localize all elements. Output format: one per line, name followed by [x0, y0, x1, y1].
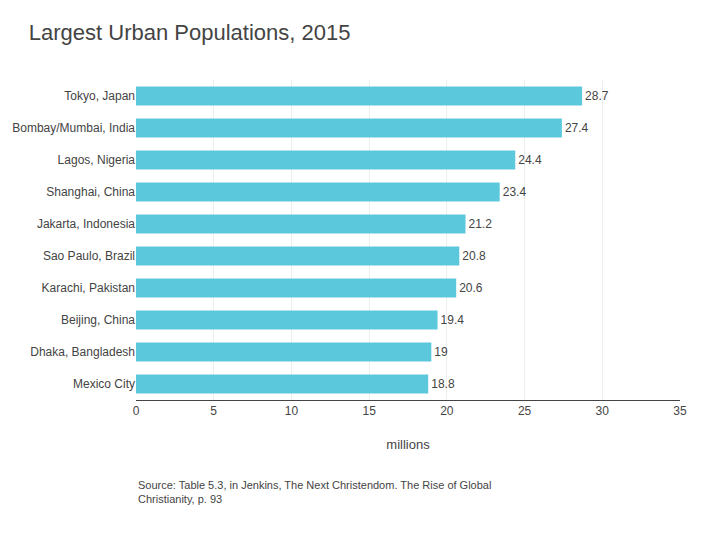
- svg-text:5: 5: [210, 404, 217, 418]
- svg-text:Dhaka, Bangladesh: Dhaka, Bangladesh: [30, 345, 135, 359]
- svg-text:24.4: 24.4: [518, 153, 542, 167]
- svg-text:19: 19: [434, 345, 448, 359]
- svg-text:Sao Paulo, Brazil: Sao Paulo, Brazil: [43, 249, 135, 263]
- svg-text:10: 10: [285, 404, 299, 418]
- svg-text:Source: Table 5.3, in Jenkins,: Source: Table 5.3, in Jenkins, The Next …: [138, 479, 491, 505]
- svg-text:20.8: 20.8: [462, 249, 486, 263]
- svg-text:Tokyo, Japan: Tokyo, Japan: [64, 89, 135, 103]
- svg-text:20.6: 20.6: [459, 281, 483, 295]
- svg-text:35: 35: [673, 404, 687, 418]
- svg-text:15: 15: [362, 404, 376, 418]
- svg-text:19.4: 19.4: [441, 313, 465, 327]
- svg-text:Largest Urban Populations, 201: Largest Urban Populations, 2015: [29, 20, 351, 45]
- svg-text:28.7: 28.7: [585, 89, 609, 103]
- svg-text:Lagos, Nigeria: Lagos, Nigeria: [58, 153, 136, 167]
- svg-text:Beijing, China: Beijing, China: [61, 313, 135, 327]
- svg-text:27.4: 27.4: [565, 121, 589, 135]
- svg-text:Bombay/Mumbai, India: Bombay/Mumbai, India: [12, 121, 135, 135]
- svg-text:30: 30: [596, 404, 610, 418]
- svg-text:0: 0: [133, 404, 140, 418]
- svg-text:20: 20: [440, 404, 454, 418]
- svg-text:Shanghai, China: Shanghai, China: [46, 185, 135, 199]
- svg-text:millions: millions: [386, 437, 430, 452]
- svg-text:18.8: 18.8: [431, 377, 455, 391]
- svg-text:Jakarta, Indonesia: Jakarta, Indonesia: [37, 217, 135, 231]
- svg-text:Karachi, Pakistan: Karachi, Pakistan: [42, 281, 135, 295]
- svg-text:21.2: 21.2: [469, 217, 493, 231]
- svg-text:23.4: 23.4: [503, 185, 527, 199]
- svg-text:25: 25: [518, 404, 532, 418]
- svg-text:Mexico City: Mexico City: [73, 377, 135, 391]
